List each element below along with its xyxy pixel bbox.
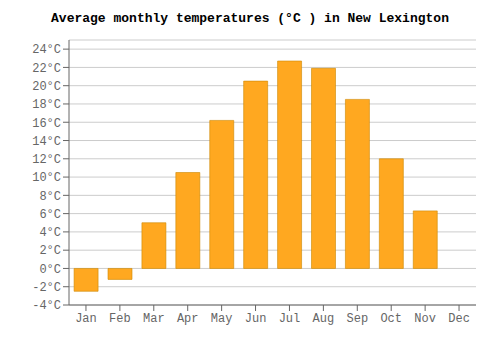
svg-text:14°C: 14°C <box>32 135 61 149</box>
svg-text:0°C: 0°C <box>39 263 61 277</box>
html-text:Average monthly temperatures (: Average monthly temperatures (°C ) in Ne… <box>51 11 449 26</box>
svg-text:Sep: Sep <box>346 312 368 326</box>
svg-text:Feb: Feb <box>109 312 131 326</box>
svg-text:12°C: 12°C <box>32 153 61 167</box>
svg-text:Aug: Aug <box>313 312 335 326</box>
svg-text:16°C: 16°C <box>32 117 61 131</box>
svg-text:4°C: 4°C <box>39 226 61 240</box>
svg-text:10°C: 10°C <box>32 171 61 185</box>
svg-text:Mar: Mar <box>143 312 165 326</box>
svg-text:-2°C: -2°C <box>32 281 61 295</box>
svg-text:Jan: Jan <box>75 312 97 326</box>
svg-text:Oct: Oct <box>380 312 402 326</box>
svg-text:Jul: Jul <box>279 312 301 326</box>
svg-text:Nov: Nov <box>414 312 436 326</box>
svg-text:20°C: 20°C <box>32 80 61 94</box>
svg-text:May: May <box>211 312 233 326</box>
svg-text:6°C: 6°C <box>39 208 61 222</box>
svg-text:-4°C: -4°C <box>32 299 61 313</box>
svg-text:Dec: Dec <box>448 312 470 326</box>
svg-text:22°C: 22°C <box>32 62 61 76</box>
svg-text:18°C: 18°C <box>32 98 61 112</box>
svg-text:24°C: 24°C <box>32 43 61 57</box>
svg-text:2°C: 2°C <box>39 244 61 258</box>
svg-text:Apr: Apr <box>177 312 199 326</box>
svg-text:Jun: Jun <box>245 312 267 326</box>
svg-text:8°C: 8°C <box>39 190 61 204</box>
